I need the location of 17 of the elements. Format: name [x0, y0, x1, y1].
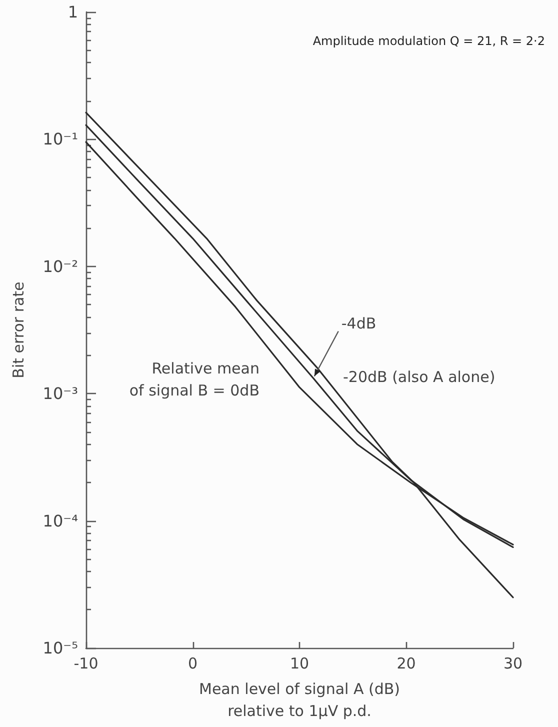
y-tick-label: 10⁻⁵	[42, 638, 78, 658]
y-tick-label: 10⁻³	[42, 384, 78, 404]
annotation: -4dB	[341, 314, 376, 332]
y-tick-label: 1	[68, 2, 78, 22]
y-tick-label: 10⁻²	[42, 256, 78, 276]
y-tick-label: 10⁻⁴	[42, 511, 78, 530]
x-tick-label: 30	[503, 654, 523, 672]
x-tick-label: 20	[396, 654, 416, 672]
annotation: -20dB (also A alone)	[342, 368, 496, 386]
y-axis-title: Bit error rate	[10, 282, 28, 378]
x-tick-label: 0	[188, 654, 198, 672]
y-tick-label: 10⁻¹	[42, 130, 78, 149]
x-tick-label: 10	[290, 654, 310, 672]
x-tick-label: -10	[74, 654, 98, 672]
x-axis-title: Mean level of signal A (dB) relative to 1µV p.d.	[199, 680, 400, 720]
text: Amplitude modulation Q = 21, R = 2·2	[312, 34, 546, 48]
annotation: Relative mean of signal B = 0dB	[129, 359, 260, 400]
